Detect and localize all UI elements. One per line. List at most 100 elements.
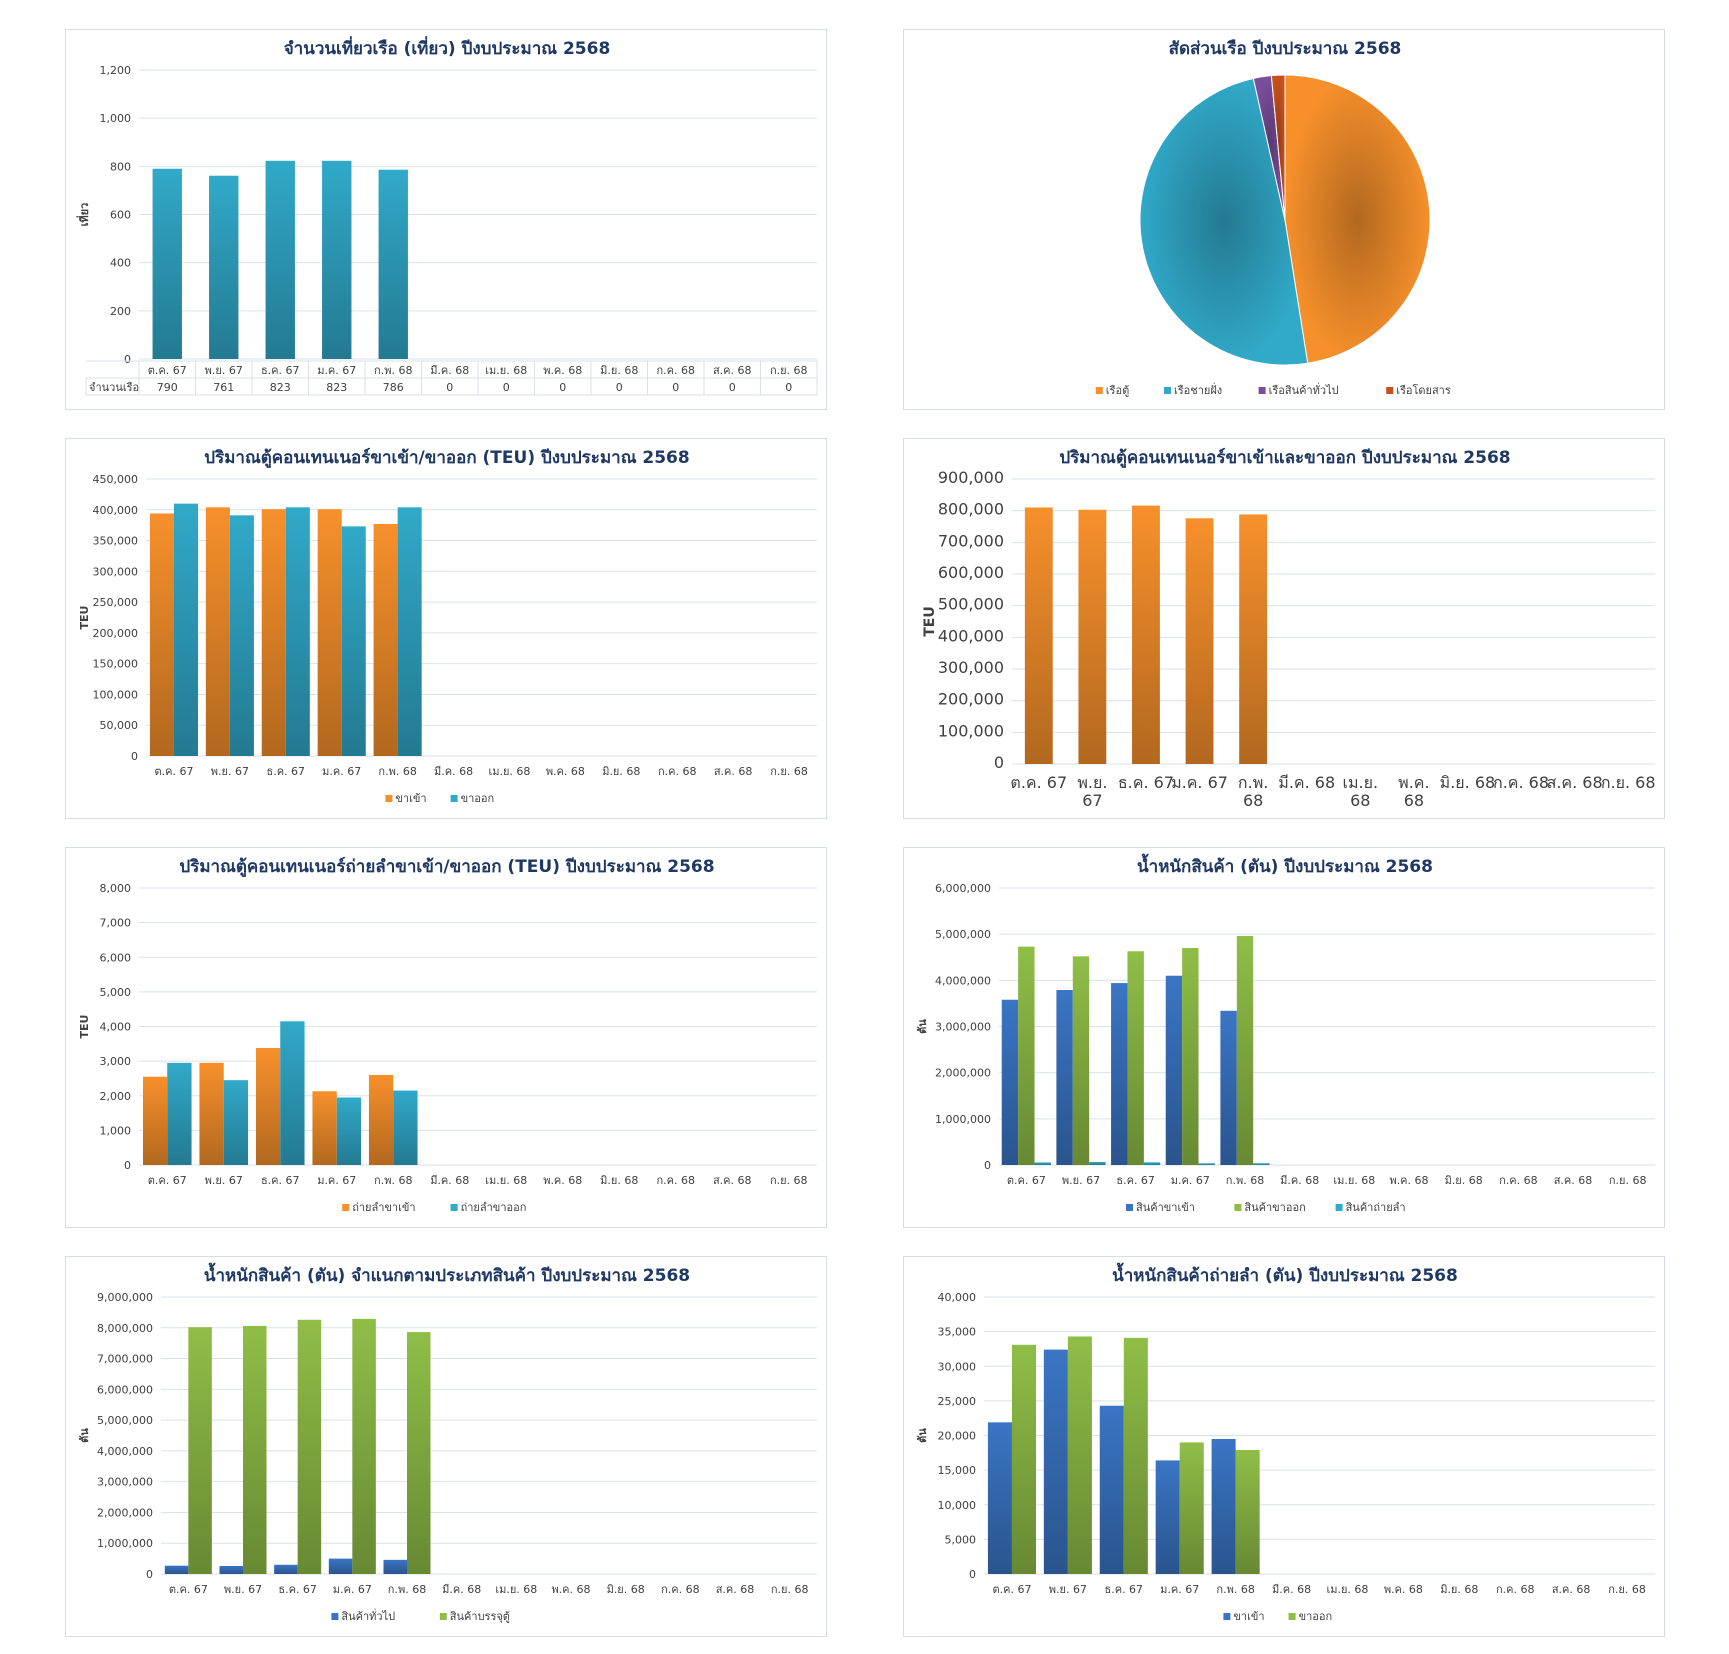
x-tick-label: พ.ค. 68 xyxy=(546,765,585,778)
y-tick-label: 1,000,000 xyxy=(935,1113,991,1126)
data-table-value: 0 xyxy=(729,381,736,394)
x-tick-label: ก.ค. 68 xyxy=(1499,1174,1538,1187)
y-tick-label: 900,000 xyxy=(938,468,1004,487)
y-axis-label: ตัน xyxy=(916,1428,929,1443)
x-tick-label: ก.พ. xyxy=(1238,773,1268,792)
x-tick-label: ก.พ. 68 xyxy=(374,364,412,377)
transship-teu-chart: ปริมาณตู้คอนเทนเนอร์ถ่ายลำขาเข้า/ขาออก (… xyxy=(78,856,817,1214)
x-tick-label: ต.ค. 67 xyxy=(992,1583,1031,1596)
bar xyxy=(393,1090,418,1165)
x-tick-label: มี.ค. 68 xyxy=(430,364,469,377)
y-tick-label: 5,000 xyxy=(100,986,132,999)
legend-swatch xyxy=(1126,1204,1133,1211)
bar xyxy=(1056,990,1073,1165)
x-tick-label: พ.ย. 67 xyxy=(1062,1174,1100,1187)
bar xyxy=(336,1097,362,1165)
x-tick-label: ธ.ค. 67 xyxy=(1116,1174,1155,1187)
bar xyxy=(1155,1460,1180,1574)
y-tick-label: 50,000 xyxy=(100,719,139,732)
y-tick-label: 0 xyxy=(969,1568,976,1581)
y-axis-label: TEU xyxy=(78,606,91,630)
y-tick-label: 0 xyxy=(984,1159,991,1172)
x-tick-label: เม.ย. 68 xyxy=(488,765,530,778)
bar xyxy=(255,1047,281,1165)
x-tick-label: ก.พ. 68 xyxy=(1226,1174,1264,1187)
x-tick-label: ก.ค. 68 xyxy=(1496,1583,1535,1596)
x-tick-label: ส.ค. 68 xyxy=(714,765,753,778)
x-tick-label: ต.ค. 67 xyxy=(169,1583,208,1596)
x-tick-label: ก.ย. 68 xyxy=(771,1583,809,1596)
x-tick-label: 68 xyxy=(1350,791,1370,810)
legend-swatch xyxy=(1335,1204,1343,1211)
bar xyxy=(352,1318,376,1574)
legend-label: เรือโดยสาร xyxy=(1396,383,1451,397)
bar xyxy=(1235,1450,1260,1574)
x-tick-label: มี.ค. 68 xyxy=(1272,1583,1311,1596)
y-tick-label: 350,000 xyxy=(93,535,139,548)
y-tick-label: 5,000 xyxy=(945,1533,977,1546)
legend-swatch xyxy=(1234,1204,1242,1211)
bar xyxy=(223,1080,249,1165)
y-tick-label: 150,000 xyxy=(93,658,139,671)
y-tick-label: 700,000 xyxy=(938,531,1004,550)
x-tick-label: พ.ค. 68 xyxy=(551,1583,590,1596)
x-tick-label: ก.พ. 68 xyxy=(374,1174,412,1187)
y-tick-label: 3,000,000 xyxy=(935,1021,991,1034)
bar xyxy=(1043,1349,1068,1574)
x-tick-label: ก.ย. 68 xyxy=(1601,773,1656,792)
bar xyxy=(205,507,230,756)
legend-swatch xyxy=(450,795,458,802)
bar xyxy=(1253,1163,1270,1165)
x-tick-label: มิ.ย. 68 xyxy=(1440,773,1496,792)
x-tick-label: มิ.ย. 68 xyxy=(1445,1174,1483,1187)
y-tick-label: 400,000 xyxy=(93,504,139,517)
legend-swatch xyxy=(1095,387,1103,394)
y-tick-label: 6,000 xyxy=(100,951,132,964)
legend-label: สินค้าบรรจุตู้ xyxy=(450,1610,510,1623)
bar xyxy=(1132,505,1160,764)
x-tick-label: ส.ค. 68 xyxy=(1554,1174,1593,1187)
cargo-weight-chart: น้ำหนักสินค้า (ตัน) ปีงบประมาณ 2568 0 1,00… xyxy=(916,853,1655,1214)
bar xyxy=(1024,507,1053,764)
y-tick-label: 5,000,000 xyxy=(97,1414,153,1427)
cargo-type-chart: น้ำหนักสินค้า (ตัน) จำแนกตามประเภทสินค้า… xyxy=(78,1262,817,1623)
x-tick-label: ก.ค. 68 xyxy=(658,765,697,778)
x-tick-label: มิ.ย. 68 xyxy=(600,1174,638,1187)
x-tick-label: พ.ย. 67 xyxy=(211,765,249,778)
x-tick-label: พ.ย. 67 xyxy=(224,1583,262,1596)
x-tick-label: ก.ย. 68 xyxy=(770,765,808,778)
bar xyxy=(152,168,182,359)
x-tick-label: เม.ย. 68 xyxy=(1333,1174,1375,1187)
y-tick-label: 300,000 xyxy=(93,565,139,578)
bar xyxy=(219,1565,243,1574)
bar xyxy=(1182,948,1199,1165)
bar xyxy=(209,175,239,359)
y-tick-label: 300,000 xyxy=(938,658,1004,677)
chart-title: น้ำหนักสินค้า (ตัน) จำแนกตามประเภทสินค้า… xyxy=(204,1262,690,1286)
x-tick-label: ธ.ค. 67 xyxy=(278,1583,317,1596)
chart-title: น้ำหนักสินค้า (ตัน) ปีงบประมาณ 2568 xyxy=(1137,853,1433,877)
x-tick-label: มิ.ย. 68 xyxy=(607,1583,645,1596)
chart-title: ปริมาณตู้คอนเทนเนอร์ถ่ายลำขาเข้า/ขาออก (… xyxy=(179,856,714,878)
x-tick-label: ต.ค. 67 xyxy=(148,364,187,377)
bar xyxy=(1198,1163,1215,1165)
x-tick-label: ก.ค. 68 xyxy=(656,364,695,377)
legend-label: ขาเข้า xyxy=(395,792,426,805)
bar xyxy=(1099,1405,1124,1574)
y-tick-label: 7,000,000 xyxy=(97,1353,153,1366)
data-table-value: 0 xyxy=(446,381,453,394)
x-tick-label: ม.ค. 67 xyxy=(1171,773,1228,792)
bar xyxy=(1072,956,1090,1165)
y-tick-label: 450,000 xyxy=(93,473,139,486)
bar xyxy=(199,1062,224,1165)
bar xyxy=(229,515,254,756)
bar xyxy=(265,160,295,359)
y-tick-label: 0 xyxy=(124,1159,131,1172)
bar xyxy=(274,1564,298,1574)
chart-panel-cargo-type: น้ำหนักสินค้า (ตัน) จำแนกตามประเภทสินค้า… xyxy=(65,1256,827,1637)
bar xyxy=(188,1327,212,1574)
x-tick-label: เม.ย. 68 xyxy=(1326,1583,1368,1596)
legend-swatch xyxy=(439,1613,447,1620)
y-tick-label: 250,000 xyxy=(93,596,139,609)
data-table-value: 823 xyxy=(270,381,291,394)
